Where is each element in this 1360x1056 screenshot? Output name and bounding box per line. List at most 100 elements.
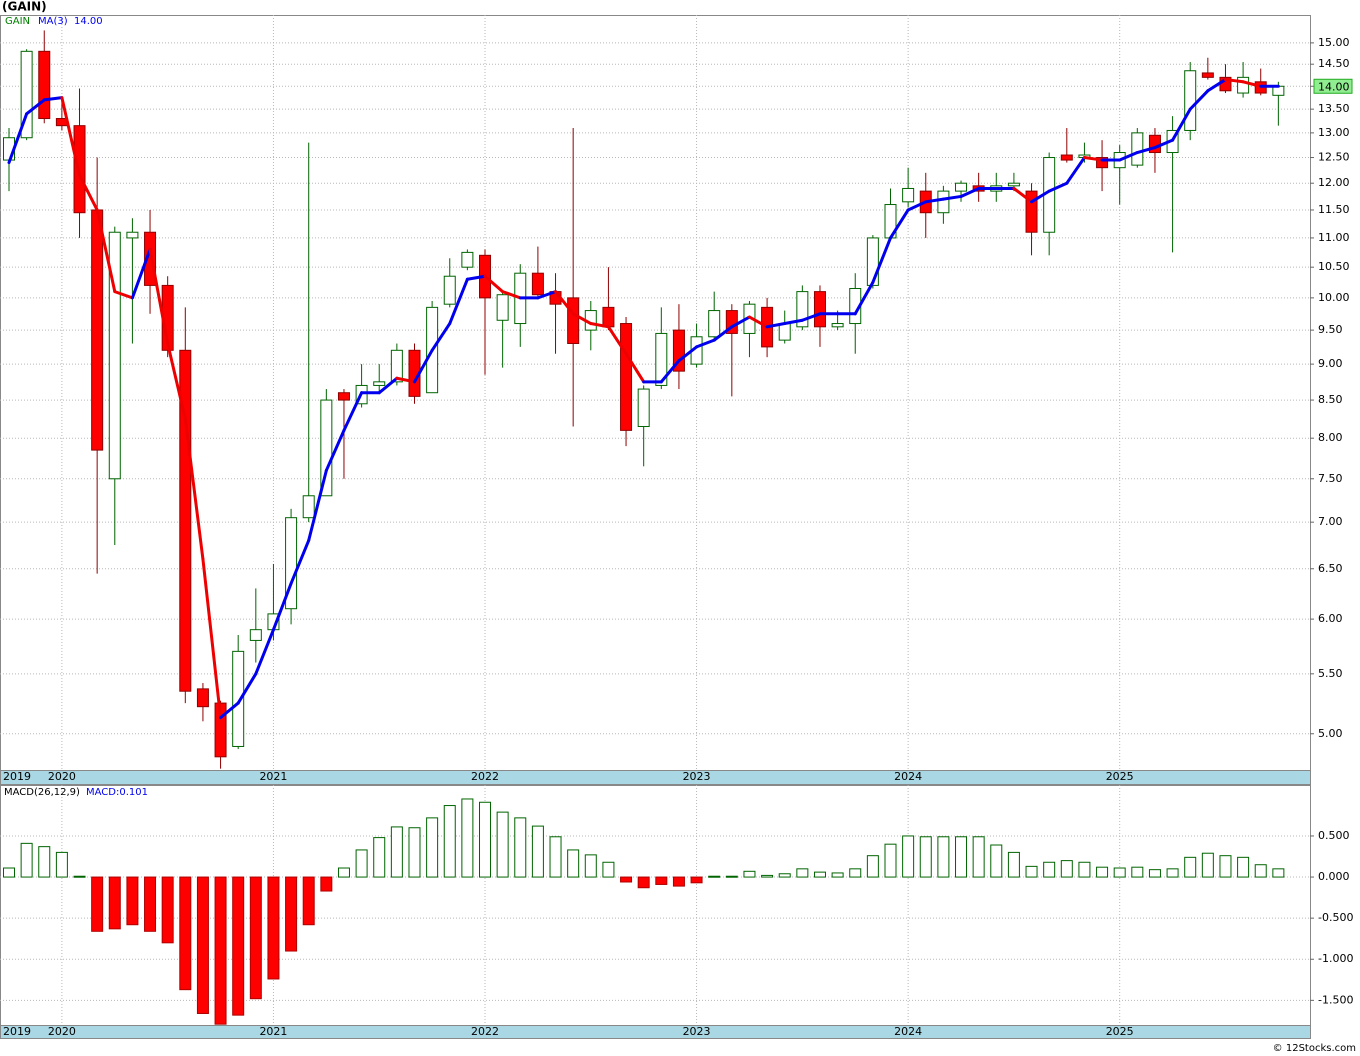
macd-bar bbox=[390, 826, 403, 878]
macd-bar bbox=[902, 835, 915, 878]
ma-line-segment bbox=[871, 236, 892, 284]
macd-bar bbox=[179, 876, 192, 991]
x-tick-label: 2019 bbox=[3, 770, 31, 783]
candle-body bbox=[38, 50, 51, 120]
candle-body bbox=[655, 332, 668, 386]
candle-body bbox=[1025, 190, 1038, 233]
y-tick-label: 0.500 bbox=[1318, 829, 1350, 842]
candle-body bbox=[285, 517, 298, 610]
ma-line-segment bbox=[536, 290, 558, 300]
macd-bar bbox=[355, 849, 368, 878]
ma-line-segment bbox=[1153, 138, 1175, 150]
macd-bar bbox=[672, 876, 685, 887]
macd-bar bbox=[955, 836, 968, 878]
macd-bar bbox=[1166, 868, 1179, 878]
macd-bar bbox=[690, 876, 703, 884]
candle-body bbox=[567, 297, 580, 345]
candle-body bbox=[1060, 154, 1073, 161]
candle-body bbox=[637, 388, 650, 428]
price-tag-label: 14.00 bbox=[1318, 80, 1350, 93]
macd-bar bbox=[831, 872, 844, 878]
macd-bar bbox=[1237, 856, 1250, 878]
macd-bar bbox=[144, 876, 157, 932]
y-tick-label: -1.000 bbox=[1318, 952, 1353, 965]
x-tick-label: 2020 bbox=[48, 770, 76, 783]
candle-body bbox=[725, 310, 738, 334]
ma-line-segment bbox=[1171, 107, 1192, 142]
legend-label: MA(3) bbox=[38, 16, 68, 27]
ma-line-segment bbox=[1223, 78, 1245, 84]
macd-bar bbox=[55, 851, 68, 878]
ma-line-segment bbox=[1047, 181, 1069, 193]
ma-line-segment bbox=[906, 200, 928, 212]
macd-bar bbox=[708, 875, 721, 878]
legend-label: GAIN bbox=[5, 16, 30, 27]
y-tick-label: 12.00 bbox=[1318, 176, 1350, 189]
ma-line-segment bbox=[465, 274, 487, 281]
y-tick-label: 0.000 bbox=[1318, 870, 1350, 883]
candle-body bbox=[620, 323, 633, 431]
y-tick-label: 6.50 bbox=[1318, 562, 1343, 575]
ma-line-segment bbox=[1065, 156, 1086, 185]
macd-bar bbox=[161, 876, 174, 944]
candle-body bbox=[496, 294, 509, 321]
ma-line-segment bbox=[800, 312, 822, 322]
macd-bar bbox=[426, 817, 439, 878]
macd-bar bbox=[3, 867, 15, 878]
candle-body bbox=[91, 209, 104, 451]
macd-bar bbox=[1148, 869, 1161, 878]
panel-value: MACD:0.101 bbox=[86, 787, 148, 798]
ma-line-segment bbox=[1030, 189, 1051, 204]
y-tick-label: 11.00 bbox=[1318, 231, 1350, 244]
ma-line-segment bbox=[448, 277, 469, 326]
x-tick-label: 2025 bbox=[1106, 770, 1134, 783]
macd-bar bbox=[496, 811, 509, 878]
macd-bar bbox=[479, 801, 492, 878]
macd-bar bbox=[866, 855, 879, 878]
ma-line-segment bbox=[1118, 151, 1139, 162]
y-tick-label: -0.500 bbox=[1318, 911, 1353, 924]
x-tick-label: 2021 bbox=[259, 1025, 287, 1038]
macd-bar bbox=[972, 836, 985, 878]
ma-line-segment bbox=[941, 194, 963, 201]
ma-line-segment bbox=[1188, 89, 1210, 111]
macd-bar bbox=[267, 876, 280, 980]
y-tick-label: 15.00 bbox=[1318, 36, 1350, 49]
ma-line-segment bbox=[1012, 186, 1034, 204]
y-tick-label: 13.00 bbox=[1318, 126, 1350, 139]
ma-line-segment bbox=[554, 290, 575, 316]
y-tick-label: 6.00 bbox=[1318, 612, 1343, 625]
macd-bar bbox=[214, 876, 227, 1025]
ma-line-segment bbox=[853, 280, 875, 316]
ma-line-segment bbox=[747, 315, 769, 329]
x-tick-label: 2023 bbox=[683, 770, 711, 783]
macd-bar bbox=[196, 876, 209, 1014]
ma-line-segment bbox=[412, 348, 434, 384]
macd-bar bbox=[443, 805, 456, 878]
macd-bar bbox=[232, 876, 245, 1016]
macd-bar bbox=[1113, 867, 1126, 878]
macd-bar bbox=[249, 876, 262, 1000]
chart-title: (GAIN) bbox=[2, 0, 47, 14]
macd-bar bbox=[1043, 861, 1056, 878]
candle-body bbox=[831, 323, 844, 328]
macd-bar bbox=[20, 842, 33, 878]
candle-body bbox=[373, 381, 386, 386]
candle-body bbox=[955, 182, 968, 192]
macd-bar bbox=[761, 874, 774, 878]
candle-body bbox=[1131, 132, 1144, 166]
macd-bar bbox=[620, 876, 633, 883]
macd-bar bbox=[602, 861, 615, 878]
macd-bar bbox=[655, 876, 668, 885]
footer: © 12Stocks.com bbox=[1273, 1043, 1356, 1054]
macd-bar bbox=[373, 837, 386, 878]
candle-body bbox=[443, 275, 456, 305]
candle-body bbox=[602, 306, 615, 328]
macd-bar bbox=[549, 836, 562, 878]
candle-body bbox=[144, 231, 157, 286]
x-tick-label: 2019 bbox=[3, 1025, 31, 1038]
macd-bar bbox=[73, 875, 86, 878]
candle-body bbox=[1007, 182, 1020, 187]
ma-line-segment bbox=[483, 274, 505, 294]
ma-line-segment bbox=[606, 325, 628, 356]
